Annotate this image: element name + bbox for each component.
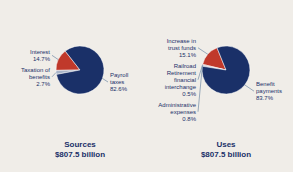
svg-text:Benefitpayments83.7%: Benefitpayments83.7% — [256, 81, 282, 101]
html-text:$807.5 billion: $807.5 billion — [54, 150, 106, 159]
html-text:Uses: Uses — [216, 140, 236, 149]
svg-text:Taxation ofbenefits2.7%: Taxation ofbenefits2.7% — [21, 67, 51, 87]
svg-text:Interest14.7%: Interest14.7% — [30, 49, 51, 62]
svg-text:Increase intrust funds15.1%: Increase intrust funds15.1% — [167, 38, 197, 58]
html-text:Sources: Sources — [64, 140, 96, 149]
svg-text:Administrativeexpenses0.8%: Administrativeexpenses0.8% — [158, 102, 196, 122]
svg-text:RailroadRetirementfinancialint: RailroadRetirementfinancialinterchange0.… — [165, 63, 197, 97]
svg-text:Payrolltaxes82.6%: Payrolltaxes82.6% — [110, 72, 128, 92]
html-text:$807.5 billion: $807.5 billion — [200, 150, 252, 159]
